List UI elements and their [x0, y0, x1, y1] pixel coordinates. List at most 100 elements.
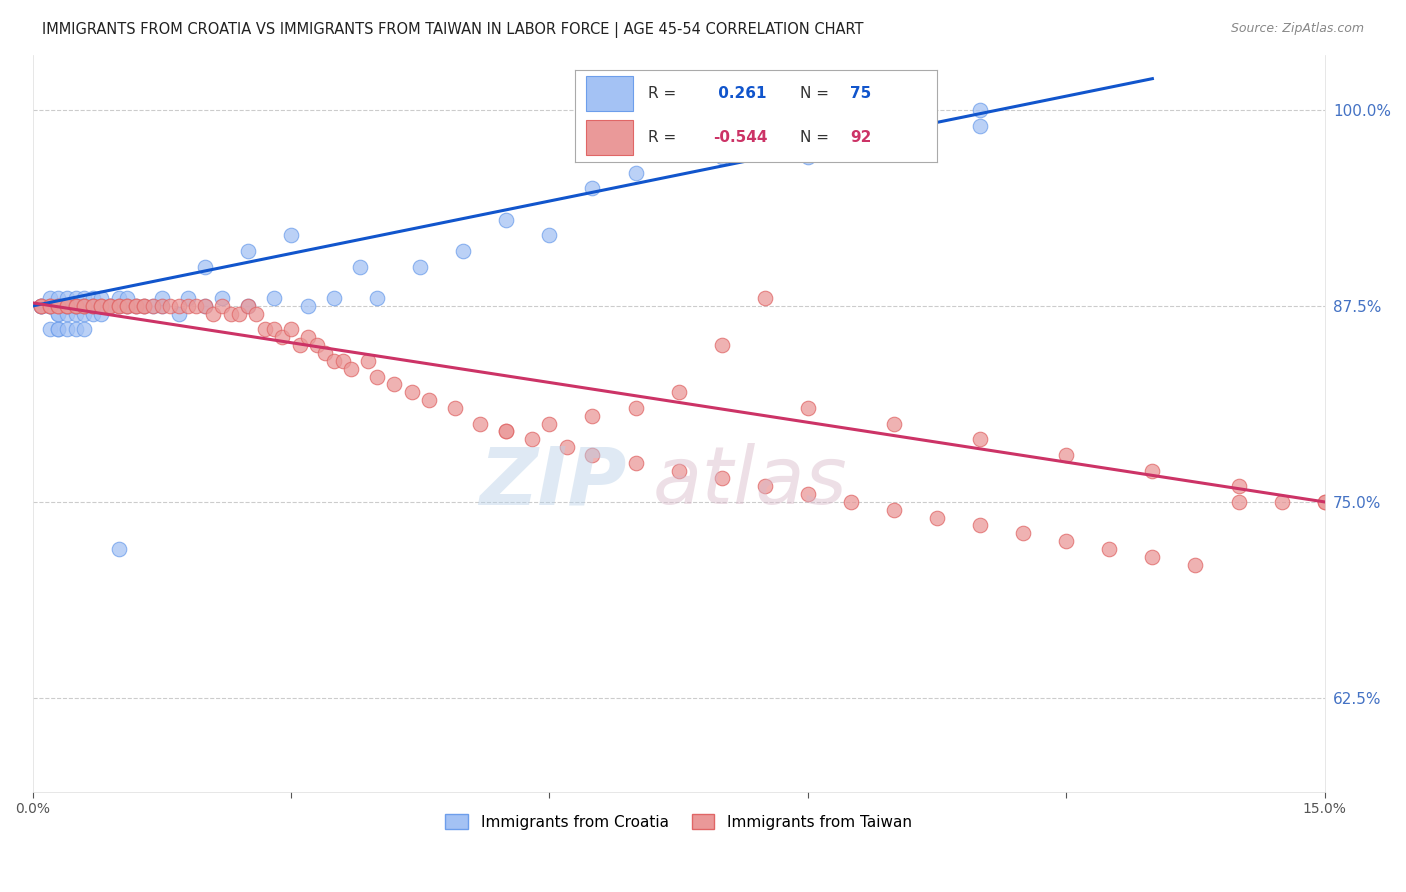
Point [470, 417, 492, 431]
Point [495, 425, 517, 439]
Point [366, 291, 388, 305]
Point [134, 299, 156, 313]
Point [38, 299, 60, 313]
Point [340, 361, 363, 376]
Point [73, 299, 96, 313]
Point [46, 291, 69, 305]
Point [176, 291, 198, 305]
Point [263, 291, 285, 305]
Point [280, 322, 302, 336]
Point [65, 307, 87, 321]
Point [754, 479, 776, 493]
Point [495, 212, 517, 227]
Point [65, 299, 87, 313]
Point [56, 299, 79, 313]
Point [323, 291, 346, 305]
Point [30, 299, 52, 313]
Point [254, 322, 277, 336]
Point [925, 510, 948, 524]
Point [56, 299, 79, 313]
Point [710, 150, 733, 164]
Legend: Immigrants from Croatia, Immigrants from Taiwan: Immigrants from Croatia, Immigrants from… [440, 808, 918, 836]
Point [56, 291, 79, 305]
Point [1142, 549, 1164, 564]
Point [107, 541, 129, 556]
Point [236, 299, 259, 313]
Point [194, 299, 217, 313]
Text: IMMIGRANTS FROM CROATIA VS IMMIGRANTS FROM TAIWAN IN LABOR FORCE | AGE 45-54 COR: IMMIGRANTS FROM CROATIA VS IMMIGRANTS FR… [42, 22, 863, 38]
Point [194, 299, 217, 313]
Point [65, 291, 87, 305]
Point [30, 299, 52, 313]
Point [117, 299, 139, 313]
Point [117, 299, 139, 313]
Point [117, 291, 139, 305]
Point [288, 338, 311, 352]
Point [228, 307, 250, 321]
Point [839, 495, 862, 509]
Point [555, 440, 578, 454]
Point [211, 299, 233, 313]
Point [82, 299, 104, 313]
Point [107, 291, 129, 305]
Point [150, 299, 173, 313]
Point [46, 322, 69, 336]
Point [581, 448, 603, 462]
Point [451, 244, 474, 259]
Point [142, 299, 165, 313]
Point [117, 299, 139, 313]
Point [194, 260, 217, 274]
Point [883, 502, 905, 516]
Point [73, 299, 96, 313]
Point [538, 228, 561, 243]
Point [366, 369, 388, 384]
Point [46, 299, 69, 313]
Text: atlas: atlas [652, 443, 848, 522]
Point [73, 299, 96, 313]
Point [38, 291, 60, 305]
Point [219, 307, 242, 321]
Point [1012, 526, 1035, 541]
Point [357, 354, 380, 368]
Point [82, 291, 104, 305]
Point [98, 299, 121, 313]
Point [710, 338, 733, 352]
Point [125, 299, 148, 313]
Point [65, 299, 87, 313]
Point [167, 299, 190, 313]
Point [495, 425, 517, 439]
Point [46, 299, 69, 313]
Text: ZIP: ZIP [479, 443, 627, 522]
Point [98, 299, 121, 313]
Point [211, 291, 233, 305]
Point [82, 299, 104, 313]
Point [969, 103, 991, 117]
Point [1313, 495, 1336, 509]
Point [125, 299, 148, 313]
Point [73, 299, 96, 313]
Point [349, 260, 371, 274]
Point [150, 291, 173, 305]
Point [1054, 534, 1077, 549]
Point [581, 409, 603, 423]
Point [56, 299, 79, 313]
Point [443, 401, 465, 415]
Point [418, 392, 440, 407]
Point [1227, 479, 1250, 493]
Point [90, 299, 112, 313]
Point [581, 181, 603, 195]
Point [30, 299, 52, 313]
Point [1271, 495, 1294, 509]
Point [107, 299, 129, 313]
Point [38, 299, 60, 313]
Point [73, 291, 96, 305]
Point [134, 299, 156, 313]
Point [186, 299, 208, 313]
Point [46, 307, 69, 321]
Point [520, 432, 543, 446]
Point [1098, 541, 1121, 556]
Point [401, 385, 423, 400]
Point [90, 307, 112, 321]
Point [142, 299, 165, 313]
Point [46, 322, 69, 336]
